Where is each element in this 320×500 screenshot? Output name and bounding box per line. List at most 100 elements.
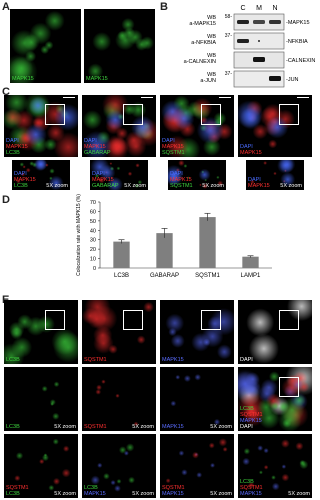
channel-label: DAPI xyxy=(240,424,253,430)
channel-labels: MAPK15 xyxy=(162,424,184,430)
band xyxy=(258,40,260,42)
scale-bar xyxy=(141,97,153,98)
micrograph: MAPK15 5X zoom xyxy=(160,367,234,431)
channel-label: SQSTM1 xyxy=(84,357,107,363)
channel-labels: SQSTM1 MAPK15 xyxy=(162,485,185,497)
y-tick-label: 50 xyxy=(90,219,96,225)
channel-label: SQSTM1 xyxy=(6,485,29,491)
zoom-label: 5X zoom xyxy=(210,491,232,497)
y-axis-title: Colocalization rate with MAPK15 (%) xyxy=(76,194,82,276)
channel-label: MAPK15 xyxy=(6,144,28,150)
channel-label: MAPK15 xyxy=(240,150,262,156)
micrograph: LC3B MAPK15 5X zoom xyxy=(82,434,156,498)
channel-labels: LC3B xyxy=(6,357,20,363)
channel-labels: DAPI xyxy=(240,357,253,363)
x-tick-label: SQSTM1 xyxy=(195,273,220,279)
error-bar xyxy=(204,212,211,221)
channel-label: DAPI xyxy=(240,144,253,150)
error-bar xyxy=(247,255,254,258)
size-marker: 58- xyxy=(225,14,233,20)
channel-label: SQSTM1 xyxy=(240,412,263,418)
micrograph: MAPK15 xyxy=(160,300,234,364)
x-tick-label: LAMP1 xyxy=(241,273,261,279)
channel-labels: MAPK15 xyxy=(86,76,108,82)
blot-method: WB xyxy=(207,53,216,59)
channel-label: MAPK15 xyxy=(248,183,270,189)
micrograph: DAPI MAPK15 GABARAP 5X zoom xyxy=(90,160,148,190)
channel-labels: MAPK15 xyxy=(162,357,184,363)
band-label: -CALNEXIN xyxy=(286,58,315,64)
channel-labels: DAPI MAPK15 GABARAP xyxy=(92,171,119,189)
micrograph: SQSTM1 5X zoom xyxy=(82,367,156,431)
blot-method: WB xyxy=(207,15,216,21)
channel-labels: LC3B MAPK15 xyxy=(84,485,106,497)
micrograph: LC3B xyxy=(4,300,78,364)
size-marker: 37- xyxy=(225,71,233,77)
channel-labels: DAPI MAPK15 LC3B xyxy=(14,171,36,189)
band xyxy=(269,20,281,24)
zoom-label: 5X zoom xyxy=(54,424,76,430)
channel-labels: LC3B SQSTM1 MAPK15 DAPI xyxy=(240,406,263,430)
micrograph: SQSTM1 xyxy=(82,300,156,364)
y-tick-label: 70 xyxy=(90,200,96,206)
channel-label: DAPI xyxy=(6,138,19,144)
blot-antibody: a-JUN xyxy=(200,78,216,84)
zoom-label: 5X zoom xyxy=(202,183,224,189)
zoom-label: 5X zoom xyxy=(280,183,302,189)
channel-label: MAPK15 xyxy=(162,357,184,363)
channel-label: MAPK15 xyxy=(240,491,262,497)
lane-label: M xyxy=(256,5,262,12)
channel-label: MAPK15 xyxy=(84,491,106,497)
size-marker: 37- xyxy=(225,33,233,39)
channel-label: SQSTM1 xyxy=(170,183,193,189)
channel-label: SQSTM1 xyxy=(84,424,107,430)
channel-label: LC3B xyxy=(14,183,28,189)
y-tick-label: 30 xyxy=(90,238,96,244)
channel-labels: SQSTM1 xyxy=(84,357,107,363)
blot-antibody: a-CALNEXIN xyxy=(184,59,216,65)
band xyxy=(237,39,249,43)
blot-method: WB xyxy=(207,72,216,78)
band xyxy=(269,76,281,81)
channel-label: MAPK15 xyxy=(162,424,184,430)
channel-label: MAPK15 xyxy=(84,144,106,150)
panel-label: B xyxy=(160,1,168,13)
channel-label: MAPK15 xyxy=(162,491,184,497)
y-tick-label: 0 xyxy=(93,266,96,272)
channel-label: MAPK15 xyxy=(12,76,34,82)
micrograph: DAPI MAPK15 LC3B 5X zoom xyxy=(12,160,70,190)
channel-labels: DAPI MAPK15 LC3B xyxy=(6,138,28,156)
blot-antibody: a-NFKBIA xyxy=(191,40,216,46)
y-tick-label: 40 xyxy=(90,228,96,234)
channel-label: DAPI xyxy=(248,177,261,183)
micrograph: DAPI MAPK15 SQSTM1 xyxy=(160,95,234,157)
channel-label: SQSTM1 xyxy=(240,485,263,491)
zoom-label: 5X zoom xyxy=(46,183,68,189)
x-tick-label: GABARAP xyxy=(150,273,179,279)
zoom-box xyxy=(278,309,300,331)
micrograph: DAPI MAPK15 GABARAP xyxy=(82,95,156,157)
channel-label: DAPI xyxy=(162,138,175,144)
error-bar xyxy=(118,239,125,244)
zoom-label: 5X zoom xyxy=(288,491,310,497)
micrograph: SQSTM1 LC3B 5X zoom xyxy=(4,434,78,498)
zoom-box xyxy=(278,376,300,398)
channel-label: DAPI xyxy=(14,171,27,177)
channel-label: MAPK15 xyxy=(162,144,184,150)
channel-label: GABARAP xyxy=(84,150,111,156)
scale-bar xyxy=(297,97,309,98)
bar-chart: 0 10 20 30 40 50 60 70 Colocalization rate with … xyxy=(76,194,272,279)
micrograph: LC3B SQSTM1 MAPK15 DAPI xyxy=(238,367,312,431)
channel-label: MAPK15 xyxy=(86,76,108,82)
bar xyxy=(156,233,173,268)
channel-label: SQSTM1 xyxy=(162,485,185,491)
channel-label: LC3B xyxy=(6,357,20,363)
band xyxy=(237,20,249,24)
zoom-label: 5X zoom xyxy=(132,491,154,497)
channel-labels: LC3B SQSTM1 MAPK15 xyxy=(240,479,263,497)
x-tick-label: LC3B xyxy=(114,273,129,279)
zoom-box xyxy=(200,309,222,331)
band-label: -MAPK15 xyxy=(286,20,310,26)
zoom-box xyxy=(278,104,300,125)
channel-label: LC3B xyxy=(240,479,254,485)
